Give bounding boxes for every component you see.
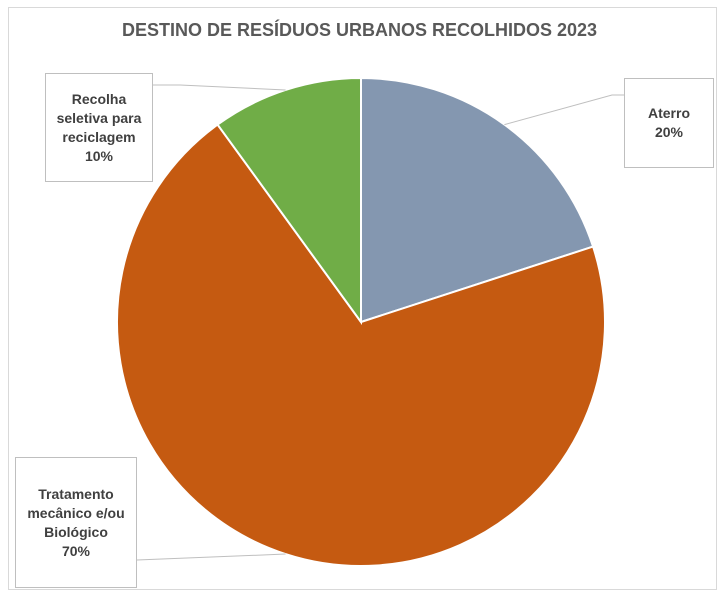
leader-line [153, 84, 286, 91]
label-value: 70% [61, 542, 91, 559]
data-label: Aterro 20% [624, 78, 714, 168]
label-category: Aterro [647, 105, 690, 121]
leader-line [136, 553, 286, 561]
label-category: Tratamento mecânico e/ou Biológico [27, 485, 125, 540]
label-category: Recolha seletiva para reciclagem [56, 90, 142, 145]
data-label: Recolha seletiva para reciclagem 10% [45, 73, 153, 182]
chart-title: DESTINO DE RESÍDUOS URBANOS RECOLHIDOS 2… [121, 20, 598, 40]
label-value: 10% [84, 147, 114, 164]
pie-slice [116, 123, 606, 567]
label-value: 20% [654, 124, 684, 140]
data-label: Tratamento mecânico e/ou Biológico 70% [15, 457, 137, 588]
leader-line [504, 94, 624, 126]
